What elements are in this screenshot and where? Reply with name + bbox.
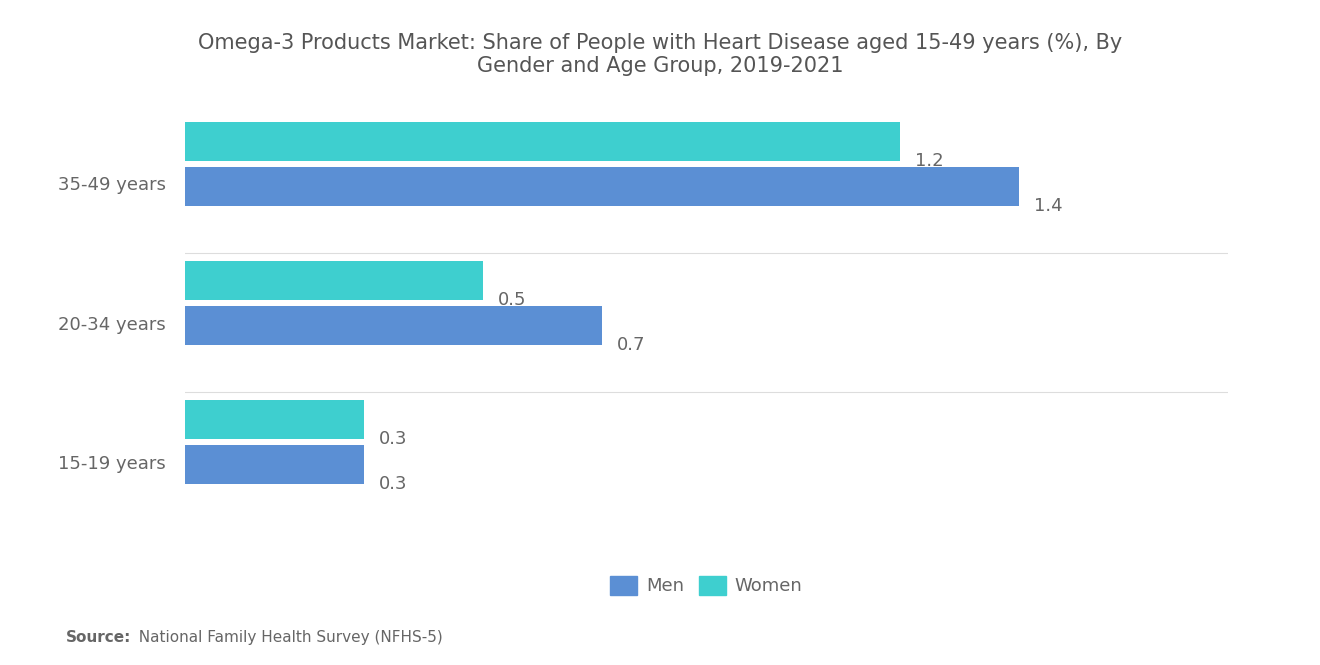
Bar bbox=[185, 122, 900, 161]
Text: 0.3: 0.3 bbox=[379, 475, 407, 493]
Text: 0.7: 0.7 bbox=[616, 336, 645, 354]
Bar bbox=[185, 445, 363, 484]
Text: Source:: Source: bbox=[66, 630, 132, 645]
Legend: Men, Women: Men, Women bbox=[603, 569, 809, 602]
Text: 1.4: 1.4 bbox=[1034, 197, 1063, 215]
Bar bbox=[185, 261, 483, 301]
Text: 0.3: 0.3 bbox=[379, 430, 407, 448]
Bar bbox=[185, 306, 602, 344]
Text: 1.2: 1.2 bbox=[915, 152, 944, 170]
Bar bbox=[185, 400, 363, 440]
Text: National Family Health Survey (NFHS-5): National Family Health Survey (NFHS-5) bbox=[129, 630, 444, 645]
Bar bbox=[185, 167, 1019, 205]
Text: Omega-3 Products Market: Share of People with Heart Disease aged 15-49 years (%): Omega-3 Products Market: Share of People… bbox=[198, 33, 1122, 76]
Text: 0.5: 0.5 bbox=[498, 291, 527, 309]
